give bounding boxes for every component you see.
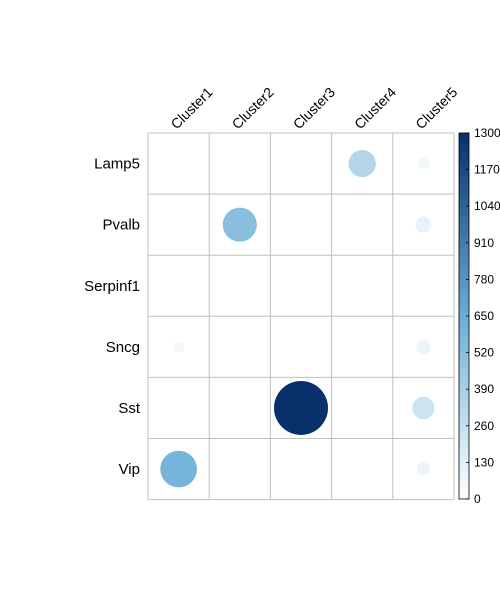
- row-label-sst: Sst: [118, 400, 141, 417]
- colorbar-tick-label: 910: [474, 236, 494, 250]
- cell-circle-vip-cluster1: [160, 450, 197, 488]
- colorbar-tick-label: 260: [474, 419, 494, 433]
- colorbar-tick-label: 780: [474, 272, 494, 286]
- cell-circle-serpinf1-cluster1: [177, 284, 180, 287]
- cell-circle-vip-cluster5: [416, 462, 431, 476]
- colorbar-tick-label: 0: [474, 492, 481, 506]
- column-label-cluster5: Cluster5: [412, 84, 460, 132]
- column-label-cluster4: Cluster4: [351, 84, 399, 132]
- colorbar-tick-label: 1300: [474, 126, 500, 140]
- colorbar-tick-label: 650: [474, 309, 494, 323]
- cell-circle-pvalb-cluster5: [415, 216, 432, 233]
- cell-circle-serpinf1-cluster5: [422, 285, 425, 287]
- colorbar-tick-label: 1040: [474, 199, 500, 213]
- cell-circle-sncg-cluster1: [173, 341, 185, 353]
- colorbar-tick-label: 390: [474, 382, 494, 396]
- cell-circle-pvalb-cluster2: [222, 207, 257, 242]
- colorbar-tick-label: 130: [474, 455, 494, 469]
- row-label-vip: Vip: [119, 461, 140, 478]
- row-label-serpinf1: Serpinf1: [84, 278, 140, 295]
- colorbar-tick-label: 520: [474, 346, 494, 360]
- row-label-lamp5: Lamp5: [94, 156, 140, 173]
- cell-circle-sst-cluster5: [412, 396, 435, 420]
- column-label-cluster3: Cluster3: [290, 84, 338, 132]
- column-label-cluster1: Cluster1: [167, 84, 215, 132]
- colorbar-tick-label: 1170: [474, 163, 500, 177]
- cell-circle-lamp5-cluster4: [348, 149, 376, 178]
- cell-circle-sst-cluster3: [274, 380, 328, 435]
- cell-circle-lamp5-cluster5: [417, 157, 430, 170]
- cell-circle-sncg-cluster5: [416, 339, 431, 354]
- row-label-sncg: Sncg: [106, 339, 140, 356]
- column-label-cluster2: Cluster2: [229, 84, 277, 132]
- row-label-pvalb: Pvalb: [102, 217, 140, 234]
